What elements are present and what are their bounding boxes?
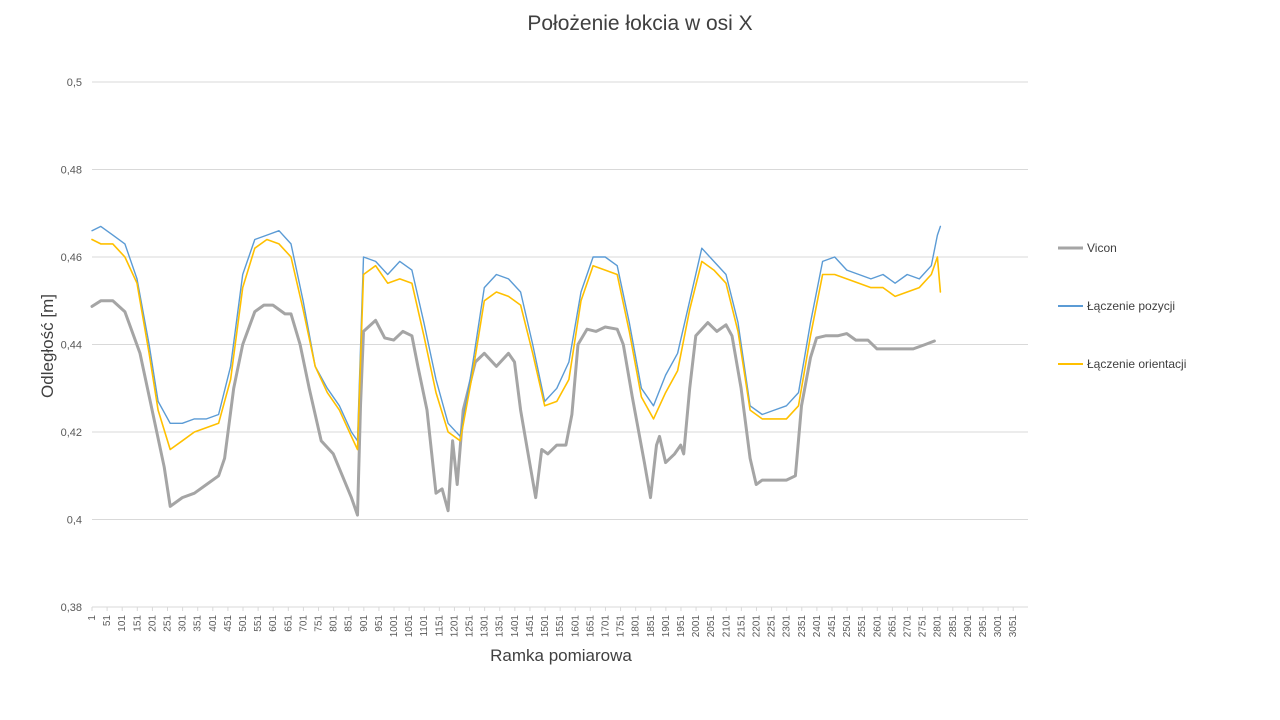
x-tick-label: 651 — [283, 615, 294, 632]
x-tick-label: 2401 — [812, 615, 823, 638]
x-tick-label: 701 — [298, 615, 309, 632]
x-tick-label: 3001 — [993, 615, 1004, 638]
y-tick-label: 0,4 — [67, 515, 82, 527]
x-tick-label: 801 — [329, 615, 340, 632]
x-tick-label: 2351 — [797, 615, 808, 638]
x-tick-label: 1551 — [555, 615, 566, 638]
x-tick-label: 51 — [102, 615, 113, 627]
legend-label: Vicon — [1087, 241, 1117, 255]
series-lines — [90, 225, 942, 517]
x-tick-label: 2451 — [827, 615, 838, 638]
x-tick-label: 1001 — [389, 615, 400, 638]
x-tick-label: 2701 — [902, 615, 913, 638]
x-tick-label: 1851 — [646, 615, 657, 638]
x-tick-label: 751 — [314, 615, 325, 632]
x-tick-label: 2951 — [978, 615, 989, 638]
y-tick-label: 0,46 — [61, 252, 82, 264]
x-tick-label: 1701 — [600, 615, 611, 638]
x-tick-label: 1351 — [495, 615, 506, 638]
x-tick-label: 851 — [344, 615, 355, 632]
chart-title: Położenie łokcia w osi X — [527, 12, 753, 35]
x-tick-label: 2001 — [691, 615, 702, 638]
x-tick-label: 301 — [178, 615, 189, 632]
x-tick-label: 1651 — [585, 615, 596, 638]
legend: Vicon Łączenie pozycji Łączenie orientacji — [1058, 241, 1186, 371]
x-tick-label: 1251 — [465, 615, 476, 638]
x-tick-label: 1601 — [570, 615, 581, 638]
y-tick-label: 0,44 — [61, 340, 82, 352]
x-axis-label: Ramka pomiarowa — [490, 646, 632, 665]
y-tick-label: 0,38 — [61, 602, 82, 614]
x-tick-label: 201 — [147, 615, 158, 632]
x-tick-label: 2251 — [767, 615, 778, 638]
x-tick-label: 351 — [193, 615, 204, 632]
series-line-1 — [91, 225, 942, 442]
x-tick-label: 1051 — [404, 615, 415, 638]
x-tick-label: 2801 — [933, 615, 944, 638]
series-line-0 — [90, 299, 936, 517]
x-tick-label: 1451 — [525, 615, 536, 638]
x-tick-label: 551 — [253, 615, 264, 632]
x-tick-label: 951 — [374, 615, 385, 632]
x-tick-label: 2551 — [857, 615, 868, 638]
x-tick-label: 2501 — [842, 615, 853, 638]
x-tick-label: 101 — [117, 615, 128, 632]
legend-label: Łączenie pozycji — [1087, 299, 1175, 313]
x-tick-label: 1201 — [449, 615, 460, 638]
x-tick-label: 1951 — [676, 615, 687, 638]
x-tick-label: 901 — [359, 615, 370, 632]
x-tick-label: 1301 — [480, 615, 491, 638]
series-line-2 — [91, 238, 942, 451]
x-tick-label: 1501 — [540, 615, 551, 638]
x-tick-label: 3051 — [1008, 615, 1019, 638]
x-tick-label: 1901 — [661, 615, 672, 638]
y-tick-label: 0,48 — [61, 165, 82, 177]
y-tick-label: 0,5 — [67, 77, 82, 89]
x-tick-label: 2201 — [751, 615, 762, 638]
x-tick-label: 501 — [238, 615, 249, 632]
x-tick-label: 2051 — [706, 615, 717, 638]
x-tick-label: 2301 — [782, 615, 793, 638]
x-tick-label: 401 — [208, 615, 219, 632]
x-tick-label: 2101 — [721, 615, 732, 638]
x-axis-ticks: 1 51 101 151 201 251 301 351 401 451 501 551 601 651 7… — [87, 606, 1028, 638]
y-axis-ticks: 0,38 0,4 0,42 0,44 0,46 0,48 0,5 — [61, 77, 82, 614]
x-tick-label: 1 — [87, 615, 98, 621]
y-tick-label: 0,42 — [61, 427, 82, 439]
x-tick-label: 2851 — [948, 615, 959, 638]
x-tick-label: 2601 — [872, 615, 883, 638]
x-tick-label: 1801 — [631, 615, 642, 638]
x-tick-label: 451 — [223, 615, 234, 632]
x-tick-label: 601 — [268, 615, 279, 632]
x-tick-label: 151 — [132, 615, 143, 632]
gridlines — [92, 81, 1028, 608]
x-tick-label: 251 — [163, 615, 174, 632]
legend-label: Łączenie orientacji — [1087, 357, 1186, 371]
x-tick-label: 1101 — [419, 615, 430, 637]
x-tick-label: 1151 — [434, 615, 445, 637]
x-tick-label: 2651 — [887, 615, 898, 638]
x-tick-label: 2751 — [918, 615, 929, 638]
x-tick-label: 1751 — [616, 615, 627, 638]
x-tick-label: 1401 — [510, 615, 521, 638]
x-tick-label: 2151 — [736, 615, 747, 638]
x-tick-label: 2901 — [963, 615, 974, 638]
